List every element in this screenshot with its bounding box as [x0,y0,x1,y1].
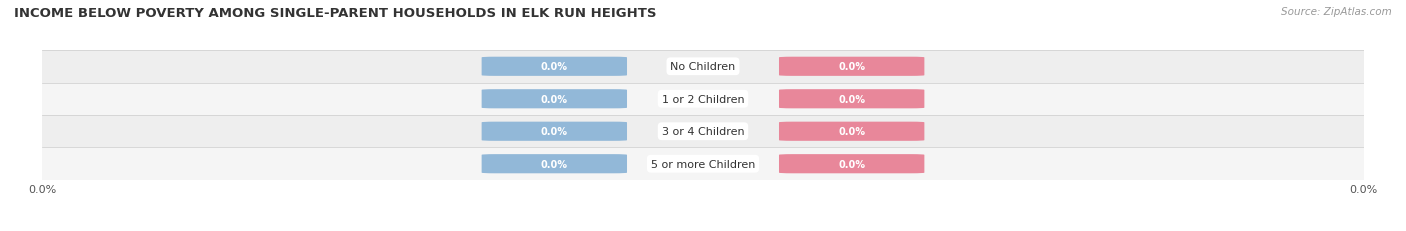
Text: Source: ZipAtlas.com: Source: ZipAtlas.com [1281,7,1392,17]
Text: 3 or 4 Children: 3 or 4 Children [662,127,744,137]
Bar [42,116,1364,148]
Text: No Children: No Children [671,62,735,72]
Text: 0.0%: 0.0% [838,62,865,72]
FancyBboxPatch shape [482,90,627,109]
Text: 0.0%: 0.0% [541,159,568,169]
Text: 0.0%: 0.0% [541,62,568,72]
Text: 0.0%: 0.0% [838,159,865,169]
FancyBboxPatch shape [779,122,924,141]
Text: 1 or 2 Children: 1 or 2 Children [662,94,744,104]
Text: 0.0%: 0.0% [838,94,865,104]
Text: 0.0%: 0.0% [838,127,865,137]
FancyBboxPatch shape [779,58,924,76]
Text: INCOME BELOW POVERTY AMONG SINGLE-PARENT HOUSEHOLDS IN ELK RUN HEIGHTS: INCOME BELOW POVERTY AMONG SINGLE-PARENT… [14,7,657,20]
FancyBboxPatch shape [779,155,924,173]
Text: 5 or more Children: 5 or more Children [651,159,755,169]
Bar [42,83,1364,116]
Text: 0.0%: 0.0% [541,94,568,104]
Bar [42,51,1364,83]
Bar [42,148,1364,180]
Text: 0.0%: 0.0% [541,127,568,137]
FancyBboxPatch shape [482,155,627,173]
FancyBboxPatch shape [779,90,924,109]
FancyBboxPatch shape [482,122,627,141]
FancyBboxPatch shape [482,58,627,76]
